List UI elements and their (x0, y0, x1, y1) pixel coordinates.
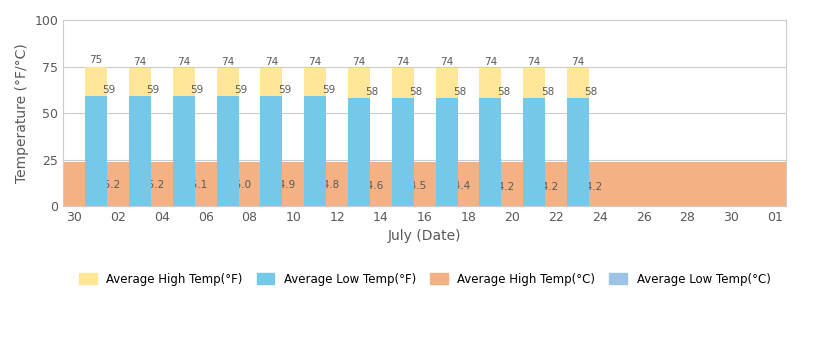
Bar (348, 68, 370, 206)
Bar (129, 96, 151, 206)
Text: 59: 59 (103, 85, 116, 95)
Text: 58: 58 (365, 87, 378, 97)
Bar (392, 98, 413, 206)
Text: 74: 74 (396, 57, 409, 67)
Text: 14.2: 14.2 (579, 181, 603, 191)
Bar (523, 98, 545, 206)
Text: 75: 75 (90, 55, 103, 65)
Text: 74: 74 (134, 57, 147, 67)
Y-axis label: Temperature (°F/°C): Temperature (°F/°C) (15, 43, 29, 183)
Bar (480, 98, 501, 206)
X-axis label: July (Date): July (Date) (388, 230, 461, 244)
Bar (436, 98, 457, 206)
Text: 23.1: 23.1 (435, 152, 458, 162)
Text: 15.0: 15.0 (229, 180, 252, 190)
Text: 74: 74 (571, 57, 584, 67)
Text: 15.1: 15.1 (185, 180, 208, 190)
Bar (63, 162, 786, 206)
Text: 23.2: 23.2 (304, 152, 327, 162)
Text: 14.5: 14.5 (404, 181, 427, 191)
Bar (85, 67, 107, 206)
Bar (348, 98, 370, 206)
Text: 59: 59 (234, 85, 247, 95)
Text: 59: 59 (278, 85, 291, 95)
Text: 74: 74 (353, 57, 365, 67)
Text: 23.4: 23.4 (216, 152, 239, 161)
Bar (305, 68, 326, 206)
Bar (173, 96, 195, 206)
Text: 23.1: 23.1 (523, 152, 546, 162)
Text: 59: 59 (322, 85, 335, 95)
Text: 58: 58 (497, 87, 510, 97)
Text: 15.2: 15.2 (98, 180, 121, 190)
Text: 74: 74 (440, 57, 453, 67)
Bar (480, 68, 501, 206)
Text: 59: 59 (146, 85, 159, 95)
Bar (63, 178, 786, 206)
Text: 14.4: 14.4 (448, 181, 471, 191)
Text: 14.8: 14.8 (317, 180, 340, 190)
Bar (261, 68, 282, 206)
Bar (261, 96, 282, 206)
Text: 74: 74 (177, 57, 190, 67)
Text: 74: 74 (528, 57, 541, 67)
Text: 58: 58 (409, 87, 422, 97)
Bar (217, 96, 238, 206)
Text: 59: 59 (190, 85, 203, 95)
Bar (567, 98, 589, 206)
Bar (523, 68, 545, 206)
Text: 58: 58 (584, 87, 598, 97)
Text: 23.1: 23.1 (566, 152, 589, 162)
Text: 23.1: 23.1 (479, 152, 502, 162)
Text: 74: 74 (221, 57, 234, 67)
Legend: Average High Temp(°F), Average Low Temp(°F), Average High Temp(°C), Average Low : Average High Temp(°F), Average Low Temp(… (74, 268, 775, 290)
Text: 14.2: 14.2 (535, 181, 559, 191)
Text: 74: 74 (484, 57, 497, 67)
Text: 14.6: 14.6 (360, 181, 383, 191)
Text: 15.2: 15.2 (141, 180, 164, 190)
Text: 74: 74 (265, 57, 278, 67)
Text: 23.1: 23.1 (348, 152, 371, 162)
Text: 14.2: 14.2 (492, 181, 515, 191)
Text: 14.9: 14.9 (273, 180, 296, 190)
Text: 23.5: 23.5 (172, 151, 195, 161)
Bar (85, 96, 107, 206)
Text: 23.6: 23.6 (129, 151, 152, 161)
Text: 23.8: 23.8 (85, 151, 108, 161)
Text: 58: 58 (453, 87, 466, 97)
Bar (173, 68, 195, 206)
Bar (392, 68, 413, 206)
Bar (305, 96, 326, 206)
Bar (217, 68, 238, 206)
Text: 74: 74 (309, 57, 322, 67)
Text: 23.1: 23.1 (391, 152, 414, 162)
Text: 58: 58 (540, 87, 554, 97)
Bar (129, 68, 151, 206)
Bar (436, 68, 457, 206)
Text: 23.3: 23.3 (260, 152, 283, 162)
Bar (567, 68, 589, 206)
